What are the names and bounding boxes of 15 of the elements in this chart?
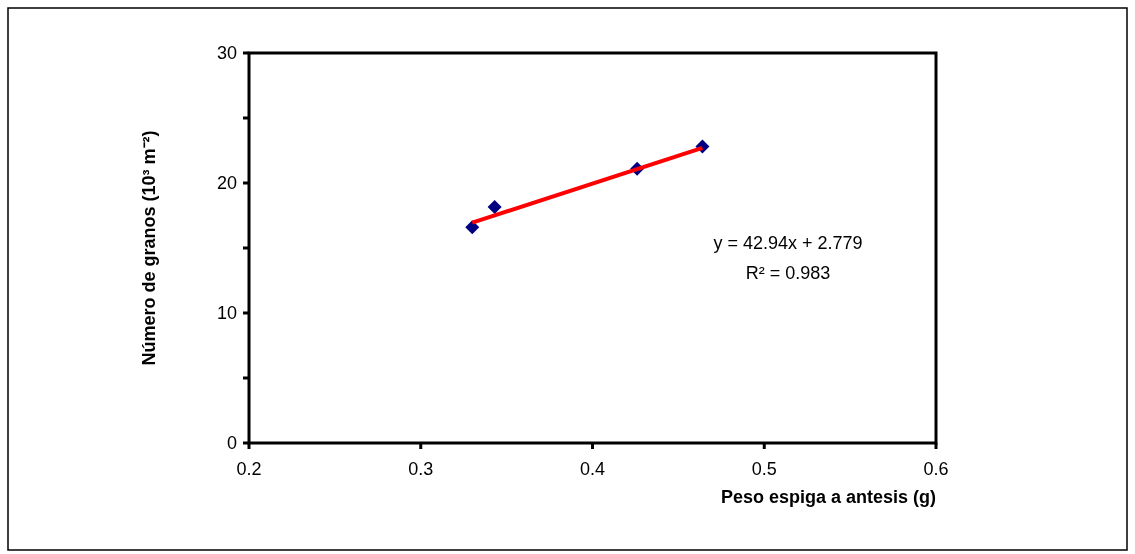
x-tick-label: 0.6 [923, 459, 949, 479]
y-tick-label: 30 [216, 43, 237, 64]
x-tick-label: 0.5 [751, 459, 777, 479]
x-tick-label: 0.3 [408, 459, 434, 479]
y-tick-label: 0 [226, 433, 237, 454]
y-axis-title: Número de granos (10³ m⁻²) [139, 130, 159, 366]
x-axis-title: Peso espiga a antesis (g) [720, 487, 936, 507]
point [487, 200, 502, 215]
annotation: y = 42.94x + 2.779 [713, 233, 863, 253]
y-tick-label: 10 [216, 303, 237, 324]
x-tick-label: 0.2 [236, 459, 262, 479]
y-tick-label: 20 [216, 173, 237, 194]
annotation: R² = 0.983 [745, 263, 831, 283]
x-tick-label: 0.4 [579, 459, 606, 479]
point [465, 220, 480, 235]
